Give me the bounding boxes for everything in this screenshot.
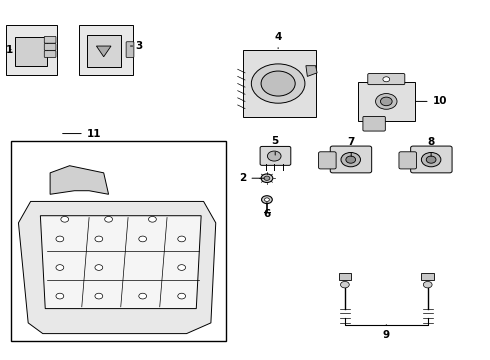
Circle shape — [341, 282, 349, 288]
Circle shape — [56, 236, 64, 242]
FancyBboxPatch shape — [330, 146, 372, 173]
Text: 1: 1 — [6, 45, 14, 55]
Circle shape — [105, 216, 113, 222]
Circle shape — [346, 156, 356, 163]
Circle shape — [61, 216, 69, 222]
Circle shape — [423, 282, 432, 288]
Circle shape — [421, 153, 441, 167]
Text: 8: 8 — [427, 138, 435, 157]
Text: 7: 7 — [347, 138, 355, 157]
FancyBboxPatch shape — [260, 147, 291, 165]
Circle shape — [56, 293, 64, 299]
Circle shape — [178, 265, 186, 270]
FancyBboxPatch shape — [358, 82, 415, 121]
FancyBboxPatch shape — [79, 24, 133, 75]
Circle shape — [380, 97, 392, 106]
Polygon shape — [50, 166, 109, 194]
Circle shape — [268, 151, 281, 161]
FancyBboxPatch shape — [363, 116, 385, 131]
Polygon shape — [19, 202, 216, 334]
Circle shape — [56, 265, 64, 270]
Circle shape — [178, 236, 186, 242]
Text: 2: 2 — [239, 173, 264, 183]
Text: 3: 3 — [130, 41, 143, 51]
FancyBboxPatch shape — [368, 73, 405, 85]
Circle shape — [264, 176, 270, 180]
Circle shape — [251, 64, 305, 103]
Text: 5: 5 — [271, 136, 279, 155]
Circle shape — [261, 174, 273, 183]
Circle shape — [139, 236, 147, 242]
FancyBboxPatch shape — [15, 37, 47, 66]
Text: 4: 4 — [274, 32, 282, 49]
Circle shape — [95, 293, 103, 299]
Circle shape — [178, 293, 186, 299]
FancyBboxPatch shape — [87, 35, 121, 67]
FancyBboxPatch shape — [44, 51, 56, 58]
FancyBboxPatch shape — [44, 36, 56, 43]
Polygon shape — [97, 46, 111, 57]
FancyBboxPatch shape — [339, 273, 351, 280]
Circle shape — [341, 153, 361, 167]
Text: 10: 10 — [416, 96, 447, 107]
Circle shape — [261, 71, 295, 96]
FancyBboxPatch shape — [11, 141, 225, 341]
Polygon shape — [40, 216, 201, 309]
Text: 9: 9 — [383, 325, 390, 341]
Circle shape — [148, 216, 156, 222]
Circle shape — [95, 236, 103, 242]
Circle shape — [262, 196, 272, 203]
Circle shape — [383, 77, 390, 82]
Text: 11: 11 — [63, 129, 101, 139]
Circle shape — [139, 293, 147, 299]
FancyBboxPatch shape — [318, 152, 336, 169]
FancyBboxPatch shape — [421, 273, 434, 280]
Circle shape — [426, 156, 436, 163]
FancyBboxPatch shape — [411, 146, 452, 173]
FancyBboxPatch shape — [44, 44, 56, 50]
Polygon shape — [306, 66, 317, 76]
Text: 6: 6 — [263, 202, 270, 219]
Circle shape — [95, 265, 103, 270]
FancyBboxPatch shape — [399, 152, 416, 169]
FancyBboxPatch shape — [243, 50, 316, 117]
FancyBboxPatch shape — [126, 42, 134, 58]
FancyBboxPatch shape — [6, 24, 57, 75]
Circle shape — [375, 94, 397, 109]
Circle shape — [265, 198, 270, 202]
